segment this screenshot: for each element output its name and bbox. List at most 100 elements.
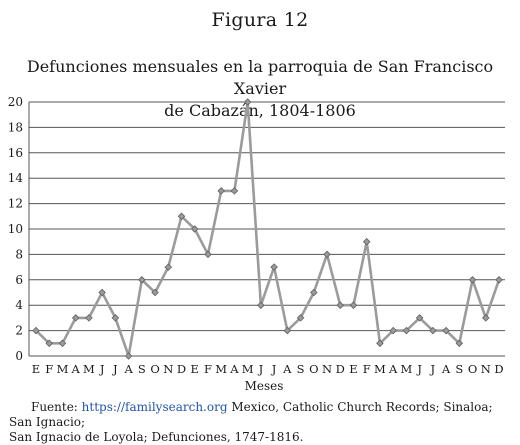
data-point-marker [402, 326, 411, 335]
x-tick-label: F [45, 362, 53, 376]
data-point-marker [111, 314, 120, 322]
figure-label: Figura 12 [211, 9, 309, 31]
x-tick-label: A [441, 362, 451, 376]
x-tick-label: A [71, 362, 81, 376]
x-tick-label: J [112, 362, 118, 376]
data-point-marker [270, 263, 278, 271]
data-point-marker [495, 276, 503, 284]
y-tick-label: 12 [8, 197, 23, 211]
data-point-marker [349, 301, 358, 309]
x-tick-label: M [374, 362, 386, 376]
y-tick-label: 6 [15, 273, 23, 287]
data-point-marker [164, 263, 173, 271]
x-tick-label: E [32, 362, 40, 376]
data-point-marker [389, 326, 397, 335]
x-tick-label: F [204, 362, 212, 376]
data-point-marker [468, 276, 477, 284]
gridlines [28, 101, 505, 357]
x-tick-label: O [309, 362, 318, 376]
x-tick-label: N [481, 362, 491, 376]
data-point-marker [151, 288, 159, 297]
x-tick-label: J [416, 362, 422, 376]
x-tick-label: M [215, 362, 227, 376]
chart-title-line-1: Defunciones mensuales en la parroquia de… [26, 57, 494, 98]
chart-title-line-2: de Cabazán, 1804-1806 [164, 101, 356, 120]
data-point-marker [217, 187, 225, 195]
x-tick-label: A [282, 362, 292, 376]
data-point-marker [138, 276, 146, 284]
source-note: Fuente: https://familysearch.org Mexico,… [9, 400, 515, 445]
data-point-marker [323, 250, 331, 259]
data-point-marker [362, 237, 371, 246]
x-tick-label: S [138, 362, 146, 376]
data-point-marker [58, 339, 67, 348]
data-point-marker [124, 352, 133, 360]
x-tick-label: E [191, 362, 199, 376]
data-point-marker [336, 301, 345, 309]
x-tick-label: F [363, 362, 371, 376]
x-tick-label: E [349, 362, 357, 376]
y-tick-label: 4 [15, 298, 23, 312]
data-point-marker [257, 301, 265, 309]
data-point-marker [190, 225, 199, 233]
x-tick-label: A [123, 362, 133, 376]
x-tick-label: M [401, 362, 413, 376]
x-tick-label: S [297, 362, 305, 376]
source-line-2: San Ignacio de Loyola; Defunciones, 1747… [9, 430, 304, 444]
y-tick-label: 20 [8, 95, 23, 109]
x-tick-label: J [258, 362, 264, 376]
data-point-marker [243, 98, 252, 106]
data-point-marker [455, 339, 464, 348]
chart-title: Defunciones mensuales en la parroquia de… [0, 56, 520, 122]
x-tick-label: D [177, 362, 186, 376]
data-point-marker [45, 339, 53, 348]
y-tick-label: 18 [8, 120, 23, 134]
y-tick-label: 8 [15, 247, 23, 261]
data-point-marker [204, 250, 212, 259]
y-axis-ticks: 0 2 4 6 8 10 12 14 16 18 20 [8, 95, 24, 363]
x-tick-label: J [99, 362, 105, 376]
data-point-marker [230, 187, 239, 195]
source-prefix: Fuente: [31, 400, 82, 414]
data-point-marker [32, 326, 40, 335]
data-point-marker [429, 326, 437, 335]
y-tick-label: 10 [8, 222, 23, 236]
x-tick-label: M [83, 362, 95, 376]
x-tick-label: J [271, 362, 277, 376]
data-point-marker [310, 288, 318, 297]
data-point-marker [85, 314, 93, 322]
y-tick-label: 0 [15, 349, 23, 363]
data-point-marker [482, 314, 490, 322]
y-tick-label: 2 [15, 324, 23, 338]
source-link[interactable]: https://familysearch.org [81, 400, 228, 414]
data-point-marker [296, 314, 305, 322]
x-tick-label: M [57, 362, 69, 376]
x-tick-label: D [494, 362, 503, 376]
x-tick-label: M [242, 362, 254, 376]
source-citation: Mexico, Catholic Church Records; Sinaloa… [9, 400, 493, 429]
data-point-marker [283, 326, 292, 335]
series-line [35, 100, 501, 358]
x-axis-label: Meses [245, 379, 284, 393]
series-defunciones [32, 98, 503, 360]
data-point-marker [177, 212, 186, 221]
y-tick-label: 14 [8, 171, 24, 185]
x-tick-label: N [163, 362, 173, 376]
data-point-marker [71, 314, 80, 322]
x-tick-label: A [388, 362, 398, 376]
x-tick-label: J [430, 362, 436, 376]
x-tick-label: O [150, 362, 159, 376]
data-point-marker [415, 314, 424, 322]
data-point-marker [442, 326, 450, 335]
x-tick-label: O [468, 362, 477, 376]
data-point-marker [98, 288, 106, 297]
x-tick-label: S [455, 362, 463, 376]
x-tick-label: N [322, 362, 332, 376]
x-tick-label: D [336, 362, 345, 376]
data-point-marker [376, 339, 384, 348]
y-tick-label: 16 [8, 146, 23, 160]
x-tick-label: A [229, 362, 239, 376]
source-line-1: Fuente: https://familysearch.org Mexico,… [9, 400, 515, 430]
